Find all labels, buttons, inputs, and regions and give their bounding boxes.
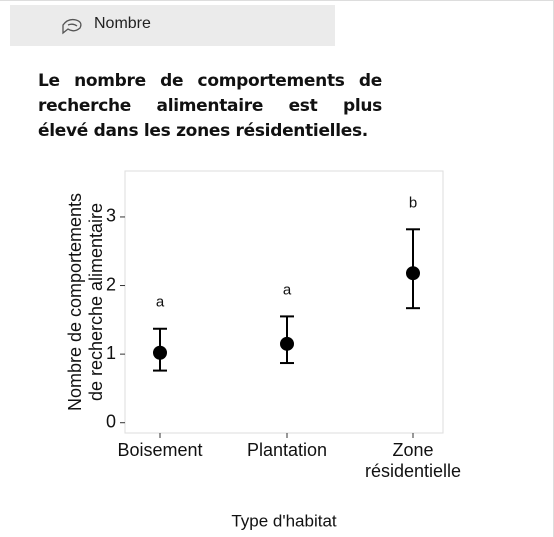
icon [62,18,82,35]
x-tick-label: Plantation [247,440,327,460]
y-tick-label: 2 [106,274,116,294]
header: Nombre [10,5,335,46]
point [153,345,167,360]
paragraph: Le nombre de comportements de recherche … [38,69,382,144]
text-line: recherche alimentaire est plus [38,96,382,116]
text-line: Le nombre de comportements de [38,71,382,91]
x-axis-label: Type d'habitat [231,511,337,530]
annotation: a [156,294,165,311]
y-tick-label: 1 [106,343,116,363]
y-tick-label: 0 [106,411,116,431]
y-tick-label: 3 [106,206,116,226]
point [280,336,294,351]
text-line: élevé dans les zones résidentielles. [38,121,368,141]
annotation: a [283,281,292,298]
x-tick-label: Boisement [117,440,202,460]
annotation: b [409,194,417,211]
point [406,266,420,281]
plot-frame [124,170,444,434]
x-tick-label: Zone résidentielle [365,440,461,481]
y-axis-label: Nombre de comportementsde recherche alim… [65,193,106,411]
header-title: Nombre [94,15,151,32]
